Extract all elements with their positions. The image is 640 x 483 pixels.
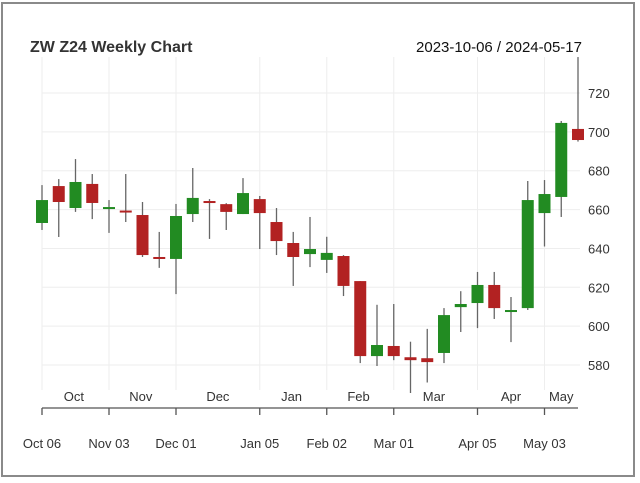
- x-date-label: Oct 06: [23, 436, 61, 451]
- candle-up: [170, 203, 182, 295]
- candle-down: [404, 341, 417, 393]
- x-month-label: Jan: [281, 389, 302, 404]
- candle-body: [69, 181, 82, 209]
- candle-body: [304, 249, 316, 255]
- candle-body: [153, 256, 166, 259]
- x-month-label: Mar: [423, 389, 446, 404]
- candle-up: [103, 200, 115, 233]
- candle-down: [337, 255, 350, 297]
- x-month-label: Feb: [347, 389, 369, 404]
- candle-body: [220, 204, 233, 212]
- candle-body: [103, 207, 115, 210]
- x-date-label: Dec 01: [155, 436, 196, 451]
- y-tick-label: 620: [588, 280, 610, 295]
- candle-down: [387, 304, 400, 361]
- candle-up: [555, 120, 568, 217]
- candle-body: [52, 186, 65, 203]
- candle-down: [421, 328, 434, 383]
- candle-down: [86, 174, 99, 220]
- candle-body: [186, 197, 199, 215]
- candle-up: [538, 180, 551, 247]
- candle-body: [36, 200, 48, 223]
- y-tick-label: 720: [588, 86, 610, 101]
- candle-body: [86, 183, 99, 203]
- candle-body: [538, 194, 551, 214]
- candle-body: [555, 122, 568, 197]
- x-month-label: Oct: [64, 389, 85, 404]
- candle-body: [421, 358, 434, 363]
- y-tick-label: 700: [588, 125, 610, 140]
- candle-up: [371, 304, 383, 366]
- candle-up: [186, 167, 199, 223]
- candle-body: [404, 357, 417, 361]
- y-tick-label: 660: [588, 203, 610, 218]
- y-tick-label: 680: [588, 164, 610, 179]
- candle-down: [220, 203, 233, 230]
- candle-body: [505, 310, 517, 313]
- x-date-label: May 03: [523, 436, 566, 451]
- date-range: 2023-10-06 / 2024-05-17: [416, 39, 582, 56]
- candle-down: [52, 179, 65, 237]
- candle-body: [454, 304, 467, 308]
- candle-up: [454, 291, 467, 332]
- x-month-label: Dec: [206, 389, 230, 404]
- candle-down: [153, 231, 166, 268]
- candle-up: [438, 308, 450, 364]
- candle-body: [337, 256, 350, 286]
- candle-body: [354, 281, 367, 357]
- candle-body: [438, 315, 450, 353]
- candle-body: [320, 252, 333, 260]
- candle-up: [505, 297, 517, 343]
- candle-down: [354, 281, 367, 364]
- candle-body: [521, 200, 534, 309]
- candle-down: [136, 202, 149, 257]
- candle-body: [371, 345, 383, 357]
- y-tick-label: 580: [588, 358, 610, 373]
- candle-up: [471, 271, 484, 329]
- candle-down: [287, 231, 300, 286]
- candle-down: [253, 195, 266, 250]
- x-date-label: Mar 01: [374, 436, 414, 451]
- candle-body: [119, 210, 132, 213]
- candle-down: [270, 208, 283, 256]
- chart-frame: [1, 2, 635, 477]
- candle-down: [488, 271, 501, 319]
- candle-body: [387, 345, 400, 357]
- candle-body: [287, 242, 300, 257]
- candle-body: [572, 128, 584, 141]
- candle-body: [270, 222, 283, 242]
- candle-body: [170, 215, 182, 259]
- candle-body: [237, 193, 249, 215]
- candle-down: [572, 57, 584, 142]
- x-date-label: Jan 05: [240, 436, 279, 451]
- x-date-label: Apr 05: [458, 436, 496, 451]
- y-tick-label: 600: [588, 319, 610, 334]
- candle-down: [119, 174, 132, 223]
- candle-up: [237, 178, 249, 215]
- candle-body: [488, 284, 501, 309]
- candle-body: [203, 201, 216, 204]
- candle-up: [320, 236, 333, 273]
- x-date-label: Feb 02: [307, 436, 347, 451]
- x-month-label: Nov: [129, 389, 153, 404]
- candle-body: [136, 215, 149, 256]
- candle-body: [471, 284, 484, 304]
- candle-up: [304, 216, 316, 268]
- candle-up: [69, 159, 82, 212]
- candle-down: [203, 199, 216, 239]
- x-date-label: Nov 03: [88, 436, 129, 451]
- x-month-label: May: [549, 389, 574, 404]
- y-tick-label: 640: [588, 241, 610, 256]
- x-month-label: Apr: [501, 389, 522, 404]
- chart-title: ZW Z24 Weekly Chart: [30, 39, 193, 56]
- candle-up: [36, 185, 48, 230]
- candle-up: [521, 181, 534, 311]
- candle-body: [253, 199, 266, 214]
